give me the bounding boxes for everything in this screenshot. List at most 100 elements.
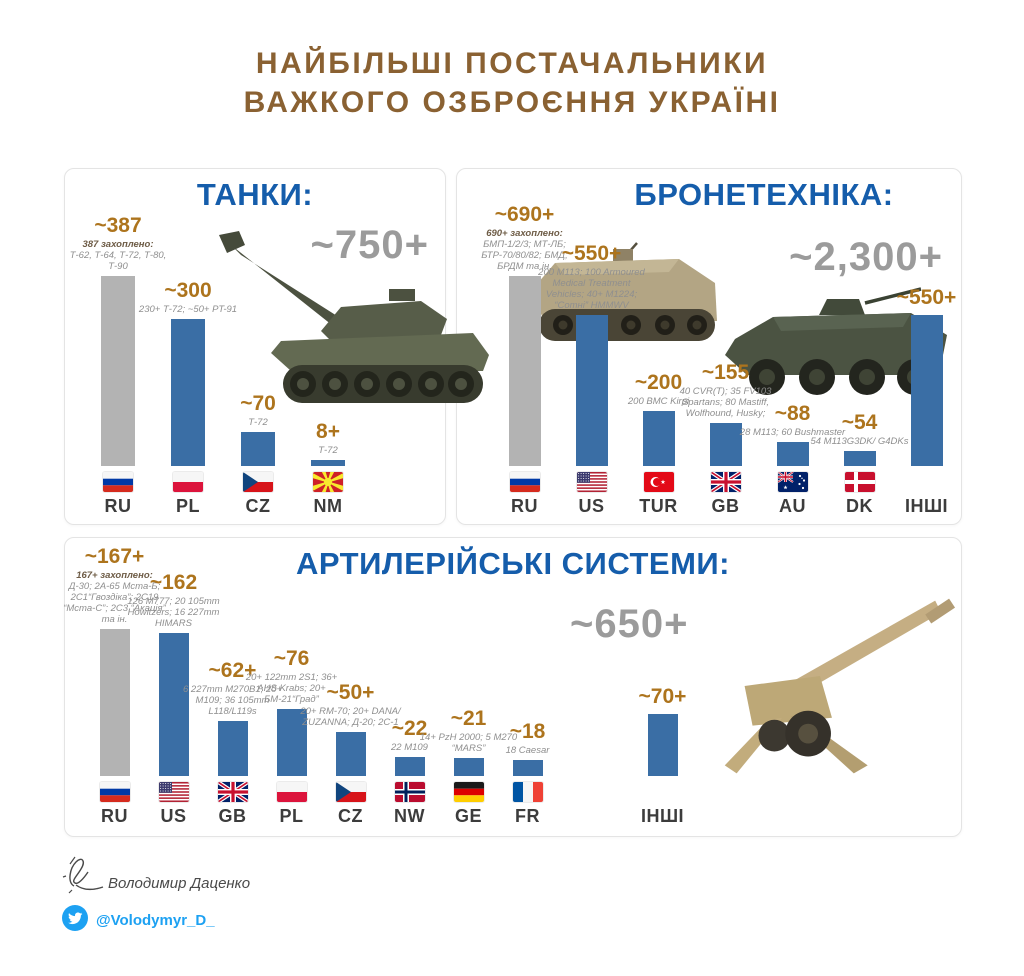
flag-ru-icon: [99, 782, 130, 802]
bar-value-label: ~70+: [638, 685, 687, 708]
bar-value-label: ~18: [509, 720, 546, 743]
bar-cz: [335, 732, 366, 776]
panel-armor-total: ~2,300+: [789, 235, 943, 279]
country-code-label: GE: [454, 806, 482, 826]
bar-value-label: ~76: [273, 647, 310, 670]
bar-note: Т-72: [318, 445, 338, 456]
country-code-label: PL: [175, 496, 200, 516]
flag-us-icon: [576, 472, 607, 492]
bar-group-tur: ~200 200 BMC Kirpi TUR: [625, 191, 692, 517]
country-code-label: CZ: [338, 806, 363, 826]
country-code-label: US: [578, 496, 605, 516]
country-code-label: AU: [779, 496, 806, 516]
bar-value-label: ~550+: [896, 286, 957, 309]
panel-armor-title: БРОНЕТЕХНІКА:: [634, 177, 894, 212]
bar-group-nw: ~22 22 M109 NW: [380, 544, 439, 827]
bar-value-label: ~62+: [208, 659, 257, 682]
bar-group-ru: ~167+ 167+ захоплено: Д-30; 2А-65 Мста-Б; …: [63, 544, 166, 827]
bar-note: 40 CVR(T); 35 FV103 Spartans; 80 Mastiff…: [679, 386, 772, 419]
bar-group-інші: ~70+ ІНШІ: [633, 544, 692, 827]
country-code-label: NW: [394, 806, 425, 826]
panel-tanks-title: ТАНКИ:: [196, 177, 314, 212]
bar-dk: [843, 451, 876, 466]
bar-pl: [171, 319, 205, 466]
bar-fr: [512, 760, 543, 776]
bar-group-інші: ~550+ ІНШІ: [893, 191, 960, 517]
bar-ge: [453, 758, 484, 776]
bar-group-ru: ~690+ 690+ захоплено: БМП-1/2/3; МТ-ЛБ; БТ…: [481, 191, 568, 517]
bar-value-label: ~50+: [326, 681, 375, 704]
flag-gb-icon: [710, 472, 741, 492]
page-title-line1: НАЙБІЛЬШІ ПОСТАЧАЛЬНИКИ: [255, 47, 769, 80]
country-code-label: TUR: [639, 496, 678, 516]
twitter-handle: @Volodymyr_D_: [96, 912, 215, 929]
bar-ru: [99, 629, 130, 776]
bar-gb: [217, 721, 248, 776]
panel-tanks: ТАНКИ: ~750+ ~387 387 захоплено: Т-62, Т-6…: [64, 168, 489, 525]
artillery-bar-chart: ~167+ 167+ захоплено: Д-30; 2А-65 Мста-Б; …: [63, 544, 692, 827]
panel-artillery: АРТИЛЕРІЙСЬКІ СИСТЕМИ: ~650+ ~167+ 167+ з…: [63, 537, 962, 837]
bar-group-ru: ~387 387 захоплено: Т-62, Т-64, Т-72, Т-80…: [70, 201, 167, 517]
bar-group-cz: ~50+ 20+ RM-70; 20+ DANA/ ZUZANNA; Д-20; …: [300, 544, 400, 827]
bar-інші: [910, 315, 943, 466]
country-code-label: ІНШІ: [640, 806, 685, 826]
panel-artillery-total: ~650+: [570, 602, 689, 646]
bar-note: 14+ PzH 2000; 5 M270 “MARS”: [419, 732, 518, 754]
flag-pl-icon: [173, 472, 203, 492]
bar-value-label: ~200: [634, 371, 683, 394]
country-code-label: DK: [846, 496, 873, 516]
twitter-icon: [62, 905, 88, 936]
bar-value-label: ~21: [450, 707, 487, 730]
flag-nw-icon: [394, 782, 425, 802]
bar-group-pl: ~76 20+ 122mm 2S1; 36+ AHS Krabs; 20+ БМ-…: [246, 544, 337, 827]
bar-note: 230+ Т-72; ~50+ PT-91: [138, 304, 238, 315]
panel-artillery-title: АРТИЛЕРІЙСЬКІ СИСТЕМИ:: [295, 546, 730, 581]
bar-nm: [311, 460, 345, 466]
bar-note: 20+ 122mm 2S1; 36+ AHS Krabs; 20+ БМ-21“…: [245, 672, 338, 705]
bar-nw: [394, 757, 425, 776]
bar-note: 54 M113G3DK/ G4DKs: [810, 436, 909, 447]
flag-us-icon: [158, 782, 189, 802]
bar-group-nm: 8+ Т-72 NM: [293, 201, 363, 517]
country-code-label: ІНШІ: [904, 496, 949, 516]
page-title: НАЙБІЛЬШІ ПОСТАЧАЛЬНИКИ ВАЖКОГО ОЗБРОЄНН…: [0, 44, 1024, 122]
bar-note: 690+ захоплено: БМП-1/2/3; МТ-ЛБ; БТР-70/…: [481, 228, 568, 272]
country-code-label: GB: [711, 496, 740, 516]
country-code-label: PL: [279, 806, 304, 826]
bar-group-pl: ~300 230+ Т-72; ~50+ PT-91 PL: [139, 201, 237, 517]
bar-group-fr: ~18 18 Caesar FR: [498, 544, 557, 827]
flag-ru-icon: [103, 472, 133, 492]
flag-ru-icon: [509, 472, 540, 492]
flag-nm-icon: [313, 472, 343, 492]
signature-doodle-icon: [62, 854, 104, 899]
bar-pl: [276, 709, 307, 776]
bar-note: 387 захоплено: Т-62, Т-64, Т-72, Т-80, Т-…: [69, 239, 167, 272]
bar-note: 20+ RM-70; 20+ DANA/ ZUZANNA; Д-20; 2С-1: [300, 706, 401, 728]
country-code-label: GB: [218, 806, 247, 826]
footer: Володимир Даценко @Volodymyr_D_: [62, 854, 250, 936]
bar-group-au: ~88 28 M113; 60 Bushmaster AU: [740, 191, 845, 517]
bar-us: [158, 633, 189, 776]
country-code-label: US: [160, 806, 187, 826]
bar-value-label: ~300: [164, 279, 212, 302]
bar-gb: [709, 423, 742, 466]
country-code-label: CZ: [245, 496, 271, 516]
flag-cz-icon: [335, 782, 366, 802]
flag-gb-icon: [217, 782, 248, 802]
country-code-label: NM: [313, 496, 343, 516]
bar-value-label: ~387: [94, 214, 142, 237]
flag-dk-icon: [844, 472, 875, 492]
flag-au-icon: [777, 472, 808, 492]
country-code-label: FR: [515, 806, 540, 826]
flag-ge-icon: [453, 782, 484, 802]
bar-group-dk: ~54 54 M113G3DK/ G4DKs DK: [810, 191, 908, 517]
flag-pl-icon: [276, 782, 307, 802]
bar-value-label: ~167+: [84, 545, 145, 568]
bar-value-label: 8+: [316, 420, 340, 443]
bar-note: 126 M777; 20 105mm Howitzers; 16 227mm H…: [127, 596, 220, 629]
bar-note: 22 M109: [391, 742, 428, 753]
bar-group-us: ~162 126 M777; 20 105mm Howitzers; 16 227…: [127, 544, 219, 827]
flag-cz-icon: [243, 472, 273, 492]
bar-інші: [647, 714, 678, 776]
bar-note: 18 Caesar: [505, 745, 550, 756]
